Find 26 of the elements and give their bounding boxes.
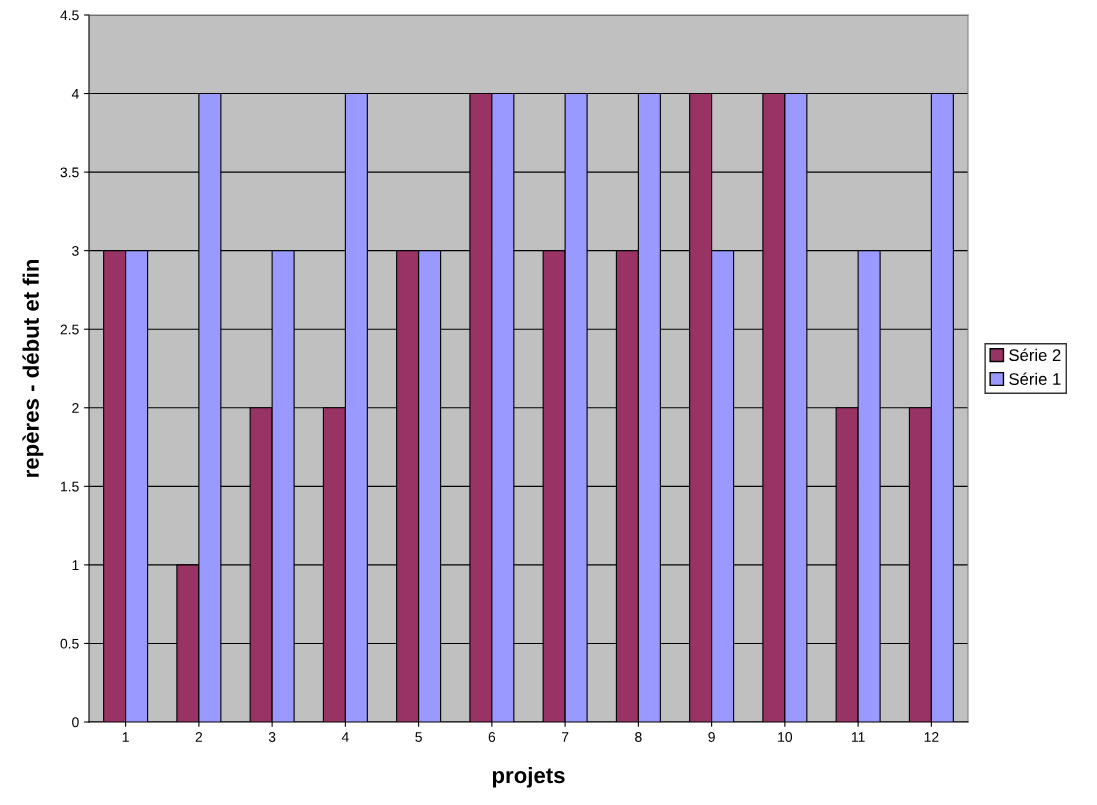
x-tick-label: 3	[268, 732, 276, 742]
legend-label: Série 2	[1009, 348, 1061, 362]
x-tick-label: 6	[488, 732, 496, 742]
x-tick-label: 10	[778, 732, 793, 742]
x-axis-title: projets	[492, 766, 565, 788]
x-tick-label: 4	[341, 732, 349, 742]
y-tick-label: 3	[72, 246, 79, 256]
x-tick-label: 1	[122, 732, 129, 742]
y-axis-title: repères - début et fin	[22, 259, 44, 477]
x-tick-label: 11	[851, 732, 865, 742]
x-tick-label: 7	[561, 732, 569, 742]
y-tick-label: 2	[72, 403, 79, 413]
x-tick-label: 2	[195, 732, 203, 742]
y-tick-label: 1.5	[61, 481, 79, 492]
y-tick-label: 3.5	[60, 167, 79, 178]
y-tick-label: 2.5	[60, 324, 79, 335]
legend-label: Série 1	[1009, 372, 1061, 385]
x-tick-label: 5	[415, 732, 422, 742]
y-tick-label: 4	[71, 89, 79, 99]
x-tick-label: 8	[635, 732, 642, 742]
y-tick-label: 0.5	[60, 638, 79, 649]
y-tick-label: 1	[72, 560, 79, 570]
x-tick-label: 12	[924, 732, 939, 742]
y-tick-label: 4.5	[60, 10, 79, 21]
x-tick-label: 9	[708, 732, 715, 742]
y-tick-label: 0	[72, 717, 79, 728]
